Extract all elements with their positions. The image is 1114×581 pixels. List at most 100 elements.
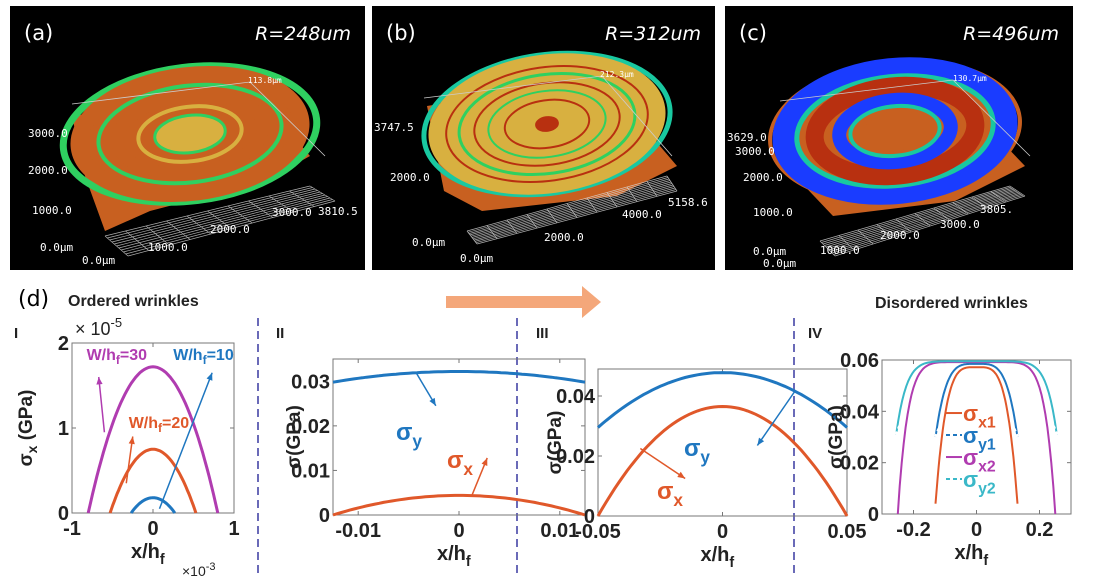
- box-edge: [423, 75, 673, 157]
- annotation-label: W/hf=10: [173, 347, 234, 367]
- wrinkle-ring: [487, 89, 607, 159]
- y-tick-label: 0.02: [291, 416, 330, 438]
- grid-line: [227, 205, 253, 224]
- grid-line: [123, 197, 331, 253]
- wrinkle-ring: [136, 104, 244, 164]
- wrinkle-ring: [457, 71, 637, 177]
- x-tick-label: 1: [228, 518, 239, 540]
- panel-c-3d-profile: 130.7µm 3629.0 3000.0 2000.0 1000.0 0.0µm 1000…: [725, 6, 1073, 270]
- y-tick-label: 0.0µm: [40, 241, 73, 254]
- label-base: σ: [963, 467, 978, 492]
- y-tick-label: 3629.0: [727, 131, 767, 144]
- series-line: [895, 360, 1058, 435]
- arrow-head: [96, 377, 103, 385]
- label-base: σ: [963, 401, 978, 426]
- grid-line: [933, 207, 950, 221]
- x-tick-label: 2000.0: [880, 229, 920, 242]
- y-tick-label: 0.04: [556, 386, 596, 408]
- surface-plot-a: 113.8µm 3000.0 2000.0 1000.0 0.0µm 1000.0 2000…: [28, 62, 358, 267]
- panel-label-c: (c): [739, 21, 767, 45]
- panel-roman-label: II: [276, 325, 284, 342]
- label-subscript: f: [466, 554, 471, 570]
- x-tick-label: -0.2: [896, 519, 930, 541]
- panel-roman-label: III: [536, 325, 549, 342]
- surface-plot-c: 130.7µm3629.03000.02000.01000.00.0µm1000…: [727, 57, 1031, 270]
- annotation-arrow: [125, 436, 134, 484]
- y-axis-label: σ(GPa): [545, 411, 566, 475]
- y-tick-label: 0.0µm: [412, 236, 445, 249]
- annotation-arrow: [639, 447, 686, 480]
- grid-line: [125, 199, 333, 255]
- label-base: σ: [963, 423, 978, 448]
- x-tick-label: 0.01: [540, 520, 579, 542]
- radius-label-b: R=312um: [605, 23, 701, 45]
- label-base: σ: [963, 445, 978, 470]
- label-base: x/h: [131, 541, 160, 563]
- label-subscript: y1: [978, 437, 996, 454]
- grid-line: [289, 190, 315, 207]
- label-base: x/h: [955, 542, 984, 564]
- wrinkle-ring: [59, 62, 321, 206]
- series-line-Whf20: [108, 447, 198, 514]
- y-tick-label: 3000.0: [735, 145, 775, 158]
- y-axis-label-text: σx (GPa): [16, 390, 40, 467]
- grid-line: [666, 175, 678, 192]
- grid-line: [586, 197, 598, 213]
- dash-gap: [894, 418, 904, 436]
- grid-line: [248, 200, 274, 218]
- arrow-head: [757, 437, 765, 446]
- grid-line: [606, 192, 618, 208]
- panel-d-stress-plots: (d) Ordered wrinkles Disordered wrinkles…: [14, 286, 1072, 579]
- x-axis-label: x/hf: [955, 542, 989, 569]
- arrow-head: [128, 436, 135, 445]
- x-axis-label: x/hf: [131, 541, 165, 568]
- y-tick-label: 0.0µm: [753, 245, 786, 258]
- y-tick-label: 0: [868, 504, 879, 526]
- x-tick-label: 0.05: [828, 521, 867, 543]
- x-tick-label: 3000.0: [272, 206, 312, 219]
- panel-roman-label: I: [14, 325, 18, 342]
- panel-label-d: (d): [18, 287, 49, 312]
- x-tick-label: 3000.0: [940, 218, 980, 231]
- x-tick-label: 0: [147, 518, 158, 540]
- grid-line: [473, 186, 675, 241]
- trend-arrow-shape: [446, 286, 601, 318]
- surface: [768, 57, 1025, 216]
- grid-line: [646, 181, 658, 197]
- x-tick-label: 0.0µm: [763, 257, 796, 270]
- grid-line: [828, 191, 1020, 251]
- arrow-head: [206, 372, 213, 381]
- series-line: [934, 366, 1019, 504]
- wrinkle-ring: [520, 108, 574, 140]
- wrinkle-ring: [503, 98, 591, 150]
- y-axis-label-text: σ(GPa): [826, 405, 847, 469]
- label-subscript: x2: [978, 459, 996, 476]
- z-max-label: 212.3µm: [600, 70, 634, 79]
- label-subscript: y2: [978, 481, 996, 498]
- wrinkle-ring: [111, 88, 269, 180]
- wrinkle-ring: [96, 82, 284, 186]
- disordered-wrinkles-title: Disordered wrinkles: [875, 295, 1028, 312]
- panel-roman-label: IV: [808, 325, 822, 342]
- annotation-arrow: [158, 372, 213, 510]
- x-tick-label: 0.0µm: [460, 252, 493, 265]
- grid-line: [474, 187, 676, 242]
- legend-label: σy1: [963, 423, 996, 454]
- grid-line: [990, 191, 1007, 203]
- wrinkle-ring: [860, 111, 930, 151]
- arrow-head: [429, 397, 436, 406]
- x-tick-label: -0.01: [335, 520, 381, 542]
- series-line: [332, 370, 586, 384]
- y-tick-label: 2000.0: [390, 171, 430, 184]
- y-tick-label: 0: [584, 506, 595, 528]
- floor-grid: [104, 185, 336, 257]
- label-base: σ: [657, 478, 673, 505]
- label-subscript: f: [160, 552, 165, 568]
- panel-label-b: (b): [386, 21, 416, 45]
- plot-IV: -0.2 0 0.200.020.040.06x/hfσ(GPa) σx1σy1σx2…: [826, 350, 1072, 569]
- annotation-label: W/hf=20: [129, 415, 190, 435]
- y-tick-label: 0.06: [840, 350, 879, 372]
- grid-line: [971, 196, 988, 209]
